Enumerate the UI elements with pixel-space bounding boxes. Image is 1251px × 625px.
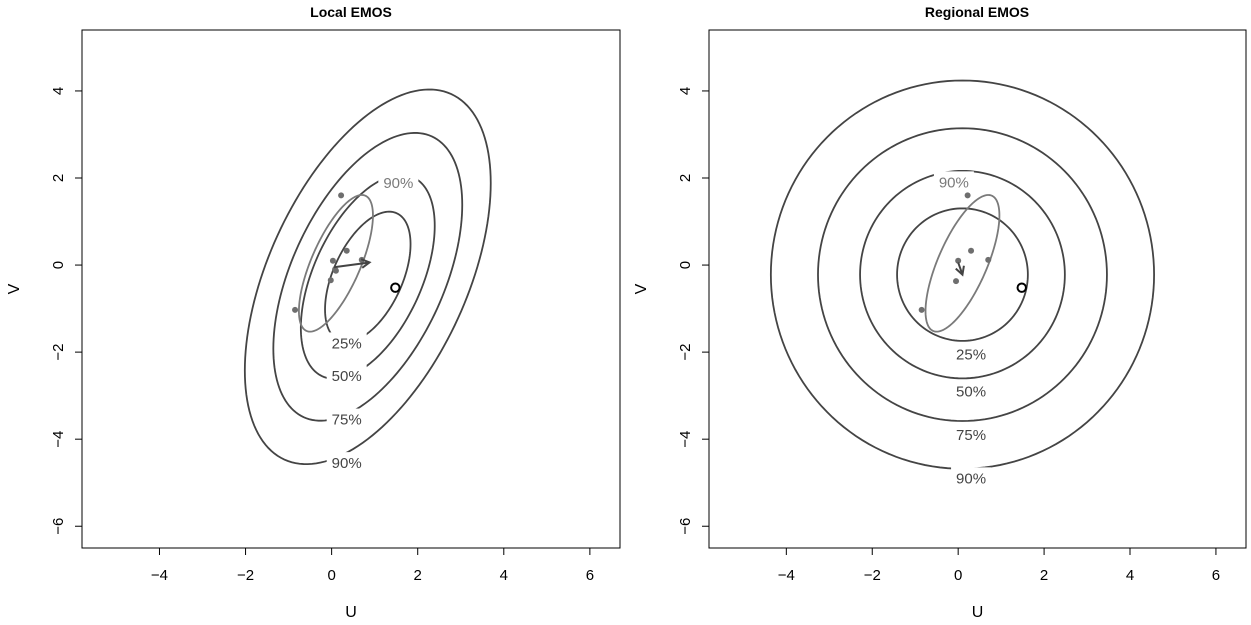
contour-label: 50% <box>956 383 986 400</box>
ensemble-member-point <box>953 278 960 285</box>
ensemble-member-point <box>292 306 299 313</box>
x-axis-label: U <box>972 604 984 621</box>
arrow-head <box>360 258 372 269</box>
x-tick-label: −2 <box>237 567 254 584</box>
y-tick-label: 4 <box>50 87 67 95</box>
panel-title: Regional EMOS <box>925 4 1029 20</box>
predictive-contour-25 <box>324 210 412 343</box>
y-tick-label: 4 <box>677 87 694 95</box>
ensemble-ellipse-label: 90% <box>383 175 413 192</box>
contour-label-background <box>951 423 992 444</box>
ensemble-member-point <box>327 277 334 284</box>
ensemble-member-point <box>964 192 971 199</box>
contour-label-background <box>951 467 992 488</box>
ensemble-member-point <box>955 257 962 264</box>
predictive-contour-25 <box>896 207 1029 342</box>
contour-label: 25% <box>956 346 986 363</box>
mean-shift-arrow <box>957 262 964 275</box>
ensemble-label-background <box>378 172 419 193</box>
ensemble-ellipse-label: 90% <box>939 174 969 191</box>
ensemble-ellipse <box>298 194 374 333</box>
panel-regional-emos: Regional EMOS −4 −2 0 2 4 6 −6 −4 −2 0 2 4 U V 25% 50% 7… <box>633 4 1247 621</box>
y-tick-label: −6 <box>677 518 694 535</box>
contour-label: 75% <box>332 412 362 429</box>
y-tick-label: −4 <box>677 431 694 448</box>
ensemble-member-point <box>338 192 345 199</box>
ensemble-member-point <box>329 257 336 264</box>
ensemble-label-background <box>933 171 974 192</box>
y-tick-label: −4 <box>50 431 67 448</box>
contour-label: 90% <box>956 470 986 487</box>
ensemble-member-point <box>343 247 350 254</box>
y-tick-label: −2 <box>677 344 694 361</box>
observation-point <box>1016 282 1027 293</box>
observation-point <box>390 282 401 293</box>
contour-label: 90% <box>332 455 362 472</box>
ensemble-ellipse <box>924 194 1001 333</box>
predictive-contour-75 <box>817 127 1108 422</box>
x-tick-label: −4 <box>778 567 795 584</box>
contour-label-background <box>326 332 367 353</box>
x-tick-label: 6 <box>586 567 594 584</box>
ensemble-member-point <box>968 247 975 254</box>
x-tick-label: −4 <box>151 567 168 584</box>
contour-label-background <box>326 452 367 473</box>
contour-label: 25% <box>332 335 362 352</box>
x-axis-label: U <box>345 604 357 621</box>
contour-label-background <box>951 380 992 401</box>
x-tick-label: −2 <box>864 567 881 584</box>
ensemble-member-point <box>985 256 992 263</box>
contour-label-background <box>326 365 367 386</box>
x-tick-label: 0 <box>327 567 335 584</box>
y-axis-label: V <box>6 283 23 294</box>
contour-label-background <box>951 343 992 364</box>
predictive-contour-50 <box>859 169 1066 380</box>
panel-local-emos: Local EMOS −4 −2 0 2 4 6 −6 −4 −2 0 2 4 U V 25% 50% 75% 9… <box>6 4 621 621</box>
contour-label-background <box>326 408 367 429</box>
x-tick-label: 0 <box>954 567 962 584</box>
predictive-contour-75 <box>272 132 464 422</box>
plot-frame <box>708 29 1247 549</box>
y-tick-label: −6 <box>50 518 67 535</box>
y-tick-label: 0 <box>677 261 694 269</box>
arrow-head <box>955 265 965 277</box>
plot-frame <box>81 29 621 549</box>
x-tick-label: 2 <box>414 567 422 584</box>
x-tick-label: 6 <box>1212 567 1220 584</box>
x-tick-label: 4 <box>500 567 508 584</box>
contour-label: 50% <box>332 368 362 385</box>
y-tick-label: 0 <box>50 261 67 269</box>
predictive-contour-90 <box>769 79 1155 470</box>
y-tick-label: 2 <box>50 174 67 182</box>
x-tick-label: 4 <box>1126 567 1134 584</box>
contour-label: 75% <box>956 427 986 444</box>
ensemble-member-point <box>332 267 339 274</box>
x-tick-label: 2 <box>1040 567 1048 584</box>
ensemble-member-point <box>918 306 925 313</box>
panel-title: Local EMOS <box>310 4 392 20</box>
mean-shift-arrow <box>333 261 370 269</box>
y-tick-label: 2 <box>677 174 694 182</box>
y-axis-label: V <box>633 283 650 294</box>
y-tick-label: −2 <box>50 344 67 361</box>
predictive-contour-90 <box>243 88 492 466</box>
